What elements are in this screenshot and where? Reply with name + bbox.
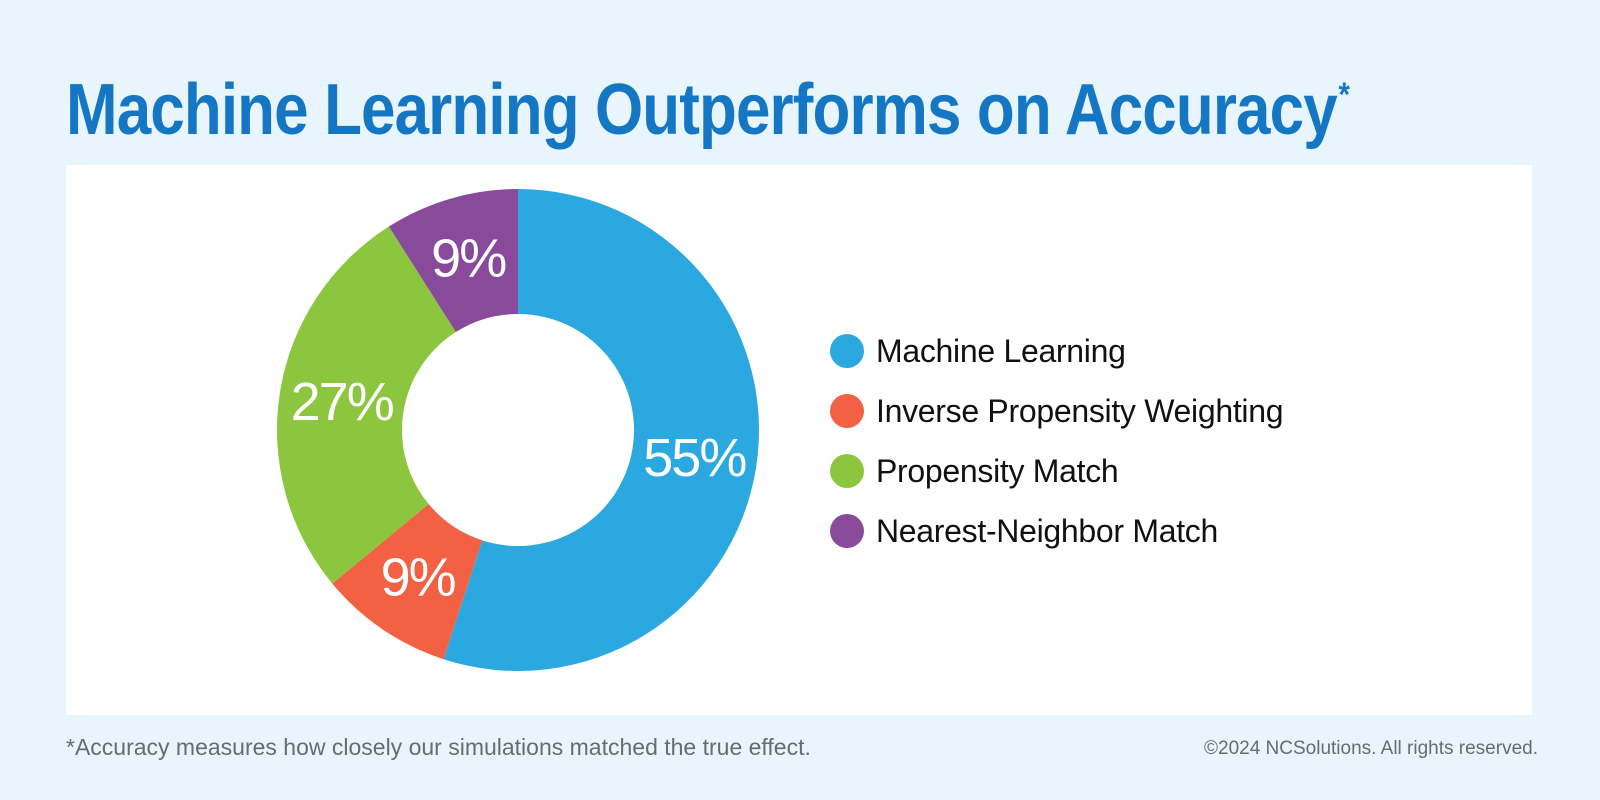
title-asterisk: * [1338, 76, 1350, 114]
chart-title: Machine Learning Outperforms on Accuracy… [66, 50, 1350, 155]
slice-label-machine-learning: 55% [643, 428, 746, 488]
slice-label-inverse-propensity-weighting: 9% [381, 548, 456, 608]
copyright-notice: ©2024 NCSolutions. All rights reserved. [1204, 738, 1538, 759]
legend-swatch [830, 394, 864, 428]
chart-panel: 55% 9% 27% 9% Machine Learning Inverse Prope… [66, 165, 1532, 715]
legend-label: Inverse Propensity Weighting [876, 392, 1284, 429]
legend-item-inverse-propensity-weighting: Inverse Propensity Weighting [830, 381, 1284, 441]
slice-label-propensity-match: 27% [291, 372, 394, 432]
donut-slice-nearest-neighbor-match [388, 189, 518, 333]
slice-label-nearest-neighbor-match: 9% [431, 229, 506, 289]
donut-slice-propensity-match [277, 226, 456, 584]
legend-swatch [830, 514, 864, 548]
donut-chart: 55% 9% 27% 9% [277, 189, 759, 671]
chart-title-text: Machine Learning Outperforms on Accuracy [66, 70, 1338, 150]
chart-legend: Machine Learning Inverse Propensity Weigh… [830, 321, 1284, 561]
donut-slice-inverse-propensity-weighting [332, 503, 483, 660]
legend-label: Nearest-Neighbor Match [876, 512, 1218, 549]
legend-item-nearest-neighbor-match: Nearest-Neighbor Match [830, 501, 1283, 561]
footnote: *Accuracy measures how closely our simul… [66, 734, 811, 760]
donut-slice-machine-learning [443, 189, 759, 671]
legend-swatch [830, 454, 864, 488]
legend-label: Propensity Match [876, 452, 1119, 489]
legend-item-machine-learning: Machine Learning [830, 321, 1283, 381]
legend-swatch [830, 334, 864, 368]
legend-label: Machine Learning [876, 332, 1126, 369]
legend-item-propensity-match: Propensity Match [830, 441, 1283, 501]
